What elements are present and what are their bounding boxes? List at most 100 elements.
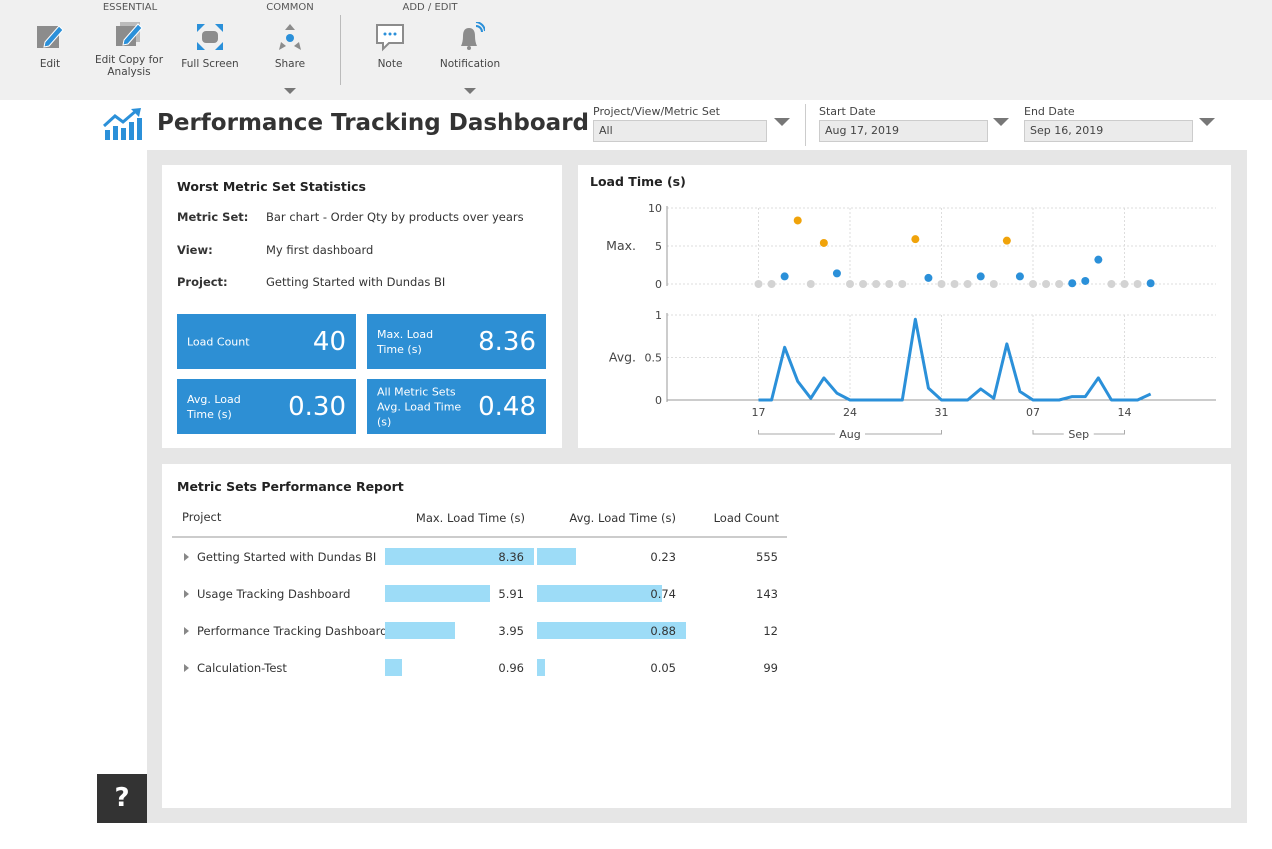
help-button[interactable]: ? — [97, 774, 147, 823]
y-tick-label: 1 — [655, 309, 662, 322]
point — [924, 273, 933, 282]
bar — [537, 585, 663, 602]
bar — [385, 659, 403, 676]
panel-title: Metric Sets Performance Report — [177, 479, 404, 494]
line — [758, 317, 1152, 402]
icon — [197, 24, 223, 50]
group-label: Sep — [1068, 428, 1089, 441]
point — [780, 272, 789, 281]
y-tick-label: 0.5 — [645, 352, 663, 365]
point — [819, 238, 828, 247]
bar — [385, 622, 456, 639]
point — [937, 280, 946, 288]
y-axis-label: Avg. — [609, 350, 636, 365]
point — [859, 280, 868, 288]
tile-value: 8.36 — [478, 326, 536, 357]
separator — [805, 104, 806, 146]
point — [1120, 280, 1129, 288]
max-value: 0.96 — [498, 661, 524, 675]
filter-label: Project/View/Metric Set — [593, 105, 720, 118]
filter-box[interactable]: Aug 17, 2019 — [819, 120, 988, 142]
point — [950, 280, 959, 288]
dropdown-arrow[interactable] — [993, 118, 1009, 128]
project-name: Getting Started with Dundas BI — [197, 550, 377, 564]
filter-box[interactable]: All — [593, 120, 767, 142]
stats-panel: Worst Metric Set Statistics Metric Set: … — [162, 165, 562, 448]
group-bracket — [758, 430, 942, 435]
point — [898, 280, 907, 288]
dropdown-arrow[interactable] — [464, 88, 476, 96]
toolbar: ESSENTIAL COMMON ADD / EDIT Edit Edit Co… — [0, 0, 1272, 100]
icon — [37, 25, 64, 48]
expand-arrow[interactable] — [184, 664, 189, 672]
count-value: 99 — [763, 661, 778, 675]
filter-value: Aug 17, 2019 — [825, 124, 899, 137]
kpi-tile: All Metric Sets Avg. Load Time (s) 0.48 — [367, 379, 546, 434]
button-label: Edit — [39, 58, 61, 70]
field-value: Getting Started with Dundas BI — [266, 275, 446, 289]
group-label: Aug — [839, 428, 860, 441]
button-label: Note — [377, 58, 403, 70]
dropdown-arrow[interactable] — [774, 118, 790, 128]
edit-button[interactable]: Edit — [10, 22, 90, 70]
button-label: Edit Copy for Analysis — [94, 54, 164, 78]
edit-copy-button[interactable]: Edit Copy for Analysis — [89, 22, 169, 78]
chart-panel: Load Time (s) Max. 0 5 10 Avg. 0 0.5 1 17 24 31 07 14… — [578, 165, 1231, 448]
point — [1042, 280, 1051, 288]
point — [1002, 236, 1011, 245]
point — [1081, 276, 1090, 285]
filter-box[interactable]: Sep 16, 2019 — [1024, 120, 1193, 142]
dropdown-arrow[interactable] — [1199, 118, 1215, 128]
expand-arrow[interactable] — [184, 627, 189, 635]
chart-title: Load Time (s) — [590, 174, 686, 189]
separator — [340, 15, 341, 85]
button-label: Share — [274, 58, 306, 70]
bar — [385, 548, 534, 565]
tile-label: Avg. Load Time (s) — [187, 392, 241, 421]
x-tick-label: 07 — [1026, 406, 1040, 419]
filter-value: Sep 16, 2019 — [1030, 124, 1104, 137]
notification-button[interactable]: Notification — [430, 22, 510, 70]
button-label: Notification — [439, 58, 501, 70]
dashboard-title: Performance Tracking Dashboard — [157, 110, 590, 136]
x-tick-label: 24 — [843, 406, 857, 419]
full-screen-button[interactable]: Full Screen — [170, 22, 250, 70]
point — [754, 280, 763, 288]
expand-arrow[interactable] — [184, 553, 189, 561]
note-button[interactable]: Note — [350, 22, 430, 70]
max-value: 3.95 — [498, 624, 524, 638]
bar — [537, 622, 686, 639]
expand-arrow[interactable] — [184, 590, 189, 598]
filter-label: End Date — [1024, 105, 1075, 118]
field-value: Bar chart - Order Qty by products over y… — [266, 210, 524, 224]
y-tick-label: 5 — [655, 240, 662, 253]
share-button[interactable]: Share — [250, 22, 330, 70]
group-label: ESSENTIAL — [102, 2, 158, 13]
avg-value: 0.74 — [650, 587, 676, 601]
field-value: My first dashboard — [266, 243, 374, 257]
max-value: 8.36 — [498, 550, 524, 564]
point — [1094, 255, 1103, 264]
point — [767, 280, 776, 288]
tile-label: All Metric Sets Avg. Load Time (s) — [377, 385, 462, 428]
point — [1055, 280, 1064, 288]
icon — [279, 24, 301, 50]
field-label: Metric Set: — [177, 210, 249, 224]
point — [885, 280, 894, 288]
column-header: Max. Load Time (s) — [415, 511, 525, 525]
icon — [461, 22, 485, 50]
tile-value: 0.30 — [288, 391, 346, 422]
bar — [537, 659, 546, 676]
x-tick-label: 31 — [935, 406, 949, 419]
group-label: ADD / EDIT — [402, 2, 458, 13]
count-value: 555 — [756, 550, 778, 564]
kpi-tile: Max. Load Time (s) 8.36 — [367, 314, 546, 369]
kpi-tile: Load Count 40 — [177, 314, 356, 369]
dropdown-arrow[interactable] — [284, 88, 296, 96]
title-icon — [103, 108, 142, 140]
point — [976, 272, 985, 281]
panel-title: Worst Metric Set Statistics — [177, 179, 366, 194]
x-tick-label: 14 — [1118, 406, 1132, 419]
tile-value: 40 — [312, 326, 346, 357]
y-tick-label: 10 — [648, 202, 662, 215]
